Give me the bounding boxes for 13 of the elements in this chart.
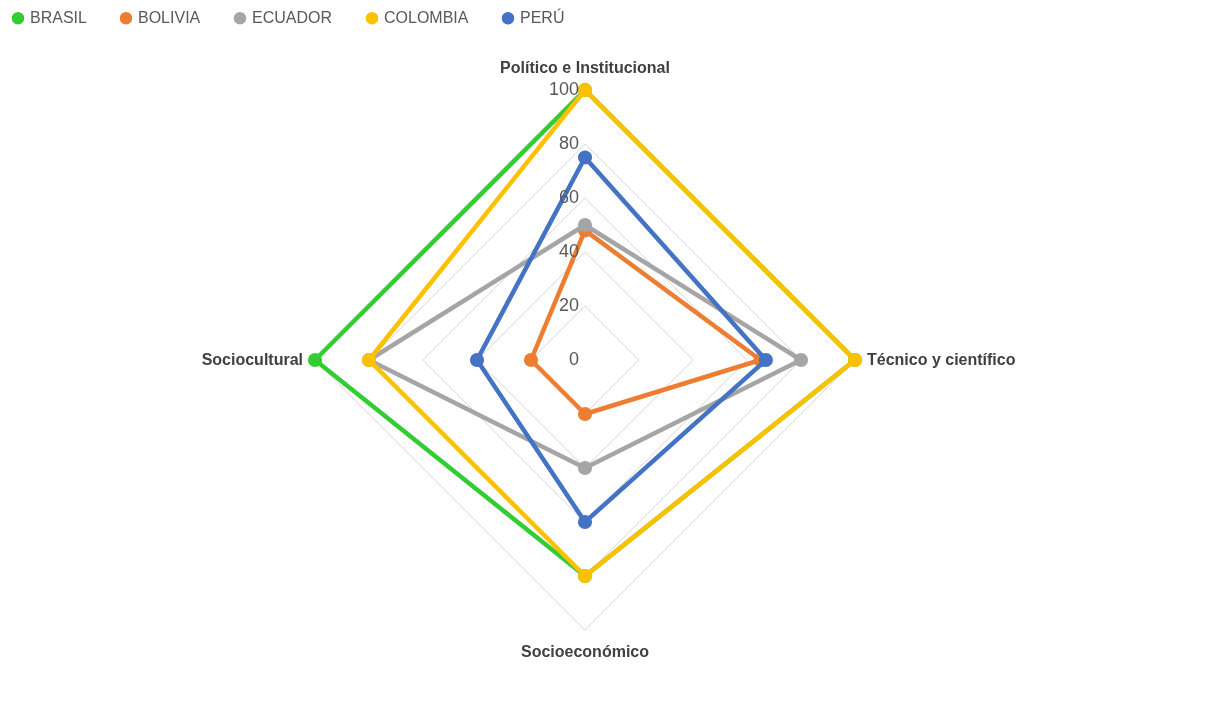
legend-label: COLOMBIA — [384, 9, 469, 27]
y-tick-label: 80 — [558, 133, 579, 153]
spoke-label: Técnico y científico — [867, 351, 1016, 368]
y-tick-label: 100 — [548, 79, 579, 99]
y-tick-label: 0 — [568, 349, 579, 369]
spoke-label: Político e Institucional — [500, 59, 670, 76]
spoke-label: Socioeconómico — [520, 643, 650, 660]
legend-label: PERÚ — [520, 8, 565, 27]
spoke-label: Sociocultural — [201, 351, 303, 368]
legend-label: BOLIVIA — [138, 9, 201, 27]
y-tick-label: 20 — [558, 295, 579, 315]
legend-label: BRASIL — [30, 9, 88, 27]
legend-label: ECUADOR — [252, 9, 333, 27]
